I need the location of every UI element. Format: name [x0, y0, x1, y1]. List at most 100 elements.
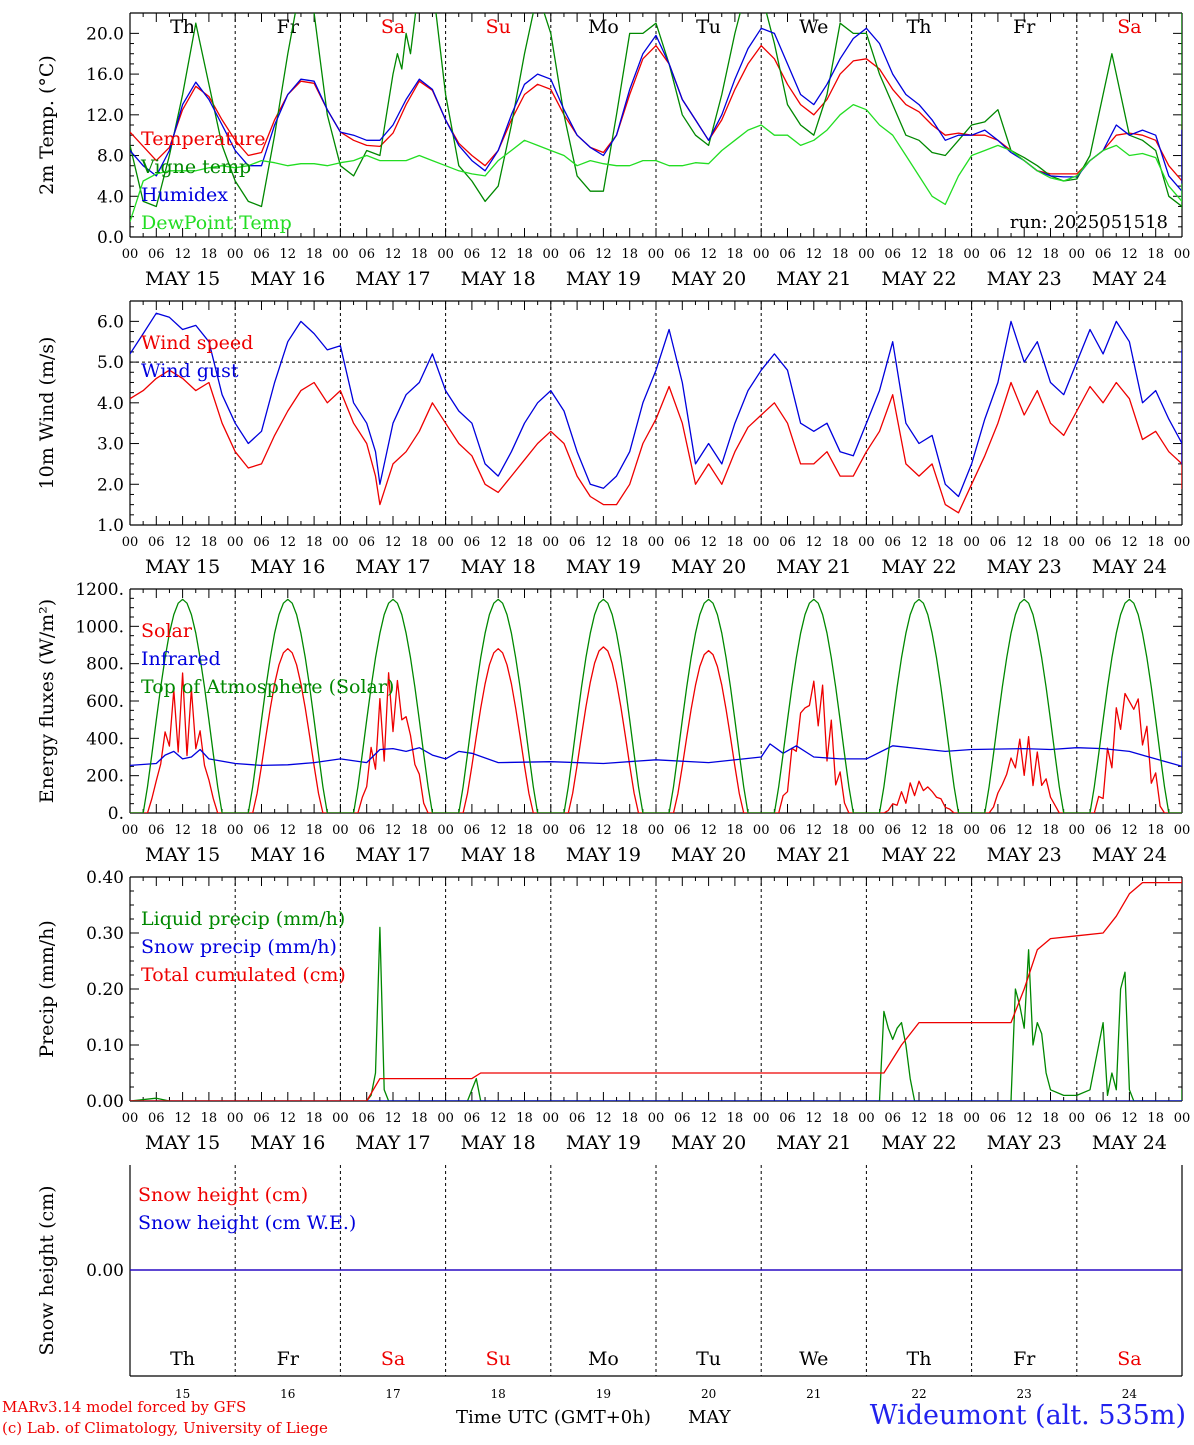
energy-hour-label: 18 [937, 823, 954, 838]
energy-series-line [130, 646, 1182, 813]
energy-hour-label: 06 [464, 823, 481, 838]
wind-hour-label: 12 [595, 535, 612, 550]
wind-hour-label: 00 [122, 535, 139, 550]
wind-y-axis-title: 10m Wind (m/s) [36, 337, 58, 490]
wind-hour-label: 00 [1174, 535, 1191, 550]
precip-date-label: MAY 20 [671, 1132, 746, 1154]
energy-legend-entry: Solar [141, 620, 193, 642]
temp-date-label: MAY 18 [461, 268, 536, 290]
energy-hour-label: 12 [1016, 823, 1033, 838]
wind-date-label: MAY 24 [1092, 556, 1167, 578]
temp-hour-label: 12 [490, 247, 507, 262]
wind-hour-label: 06 [884, 535, 901, 550]
precip-hour-label: 18 [306, 1111, 323, 1126]
temp-hour-label: 06 [148, 247, 165, 262]
precip-hour-label: 12 [174, 1111, 191, 1126]
temp-hour-label: 00 [1069, 247, 1086, 262]
snow-day-number: 23 [1017, 1387, 1032, 1401]
precip-hour-label: 18 [937, 1111, 954, 1126]
temp-hour-label: 18 [1042, 247, 1059, 262]
precip-hour-label: 12 [385, 1111, 402, 1126]
energy-hour-label: 18 [1042, 823, 1059, 838]
precip-hour-label: 18 [201, 1111, 218, 1126]
temp-day-abbr: Fr [277, 16, 300, 38]
temp-hour-label: 06 [1095, 247, 1112, 262]
wind-hour-label: 06 [674, 535, 691, 550]
snow-y-axis-title: Snow height (cm) [36, 1185, 58, 1355]
temp-date-label: MAY 21 [776, 268, 851, 290]
energy-hour-label: 00 [543, 823, 560, 838]
temp-hour-label: 00 [753, 247, 770, 262]
precip-y-axis-title: Precip (mm/h) [36, 920, 58, 1058]
energy-hour-label: 06 [148, 823, 165, 838]
energy-series-line [130, 598, 1182, 813]
precip-hour-label: 18 [1147, 1111, 1164, 1126]
temp-day-abbr: We [799, 16, 828, 38]
temp-day-abbr: Su [486, 16, 511, 38]
precip-hour-label: 06 [779, 1111, 796, 1126]
energy-y-tick-label: 800. [86, 655, 124, 675]
precip-date-label: MAY 16 [250, 1132, 325, 1154]
wind-series-group [130, 312, 1182, 514]
temp-hour-label: 00 [963, 247, 980, 262]
temp-hour-label: 12 [385, 247, 402, 262]
wind-date-label: MAY 21 [776, 556, 851, 578]
wind-date-label: MAY 23 [987, 556, 1062, 578]
temp-hour-label: 06 [464, 247, 481, 262]
temp-hour-label: 18 [621, 247, 638, 262]
precip-date-label: MAY 19 [566, 1132, 641, 1154]
wind-hour-label: 18 [201, 535, 218, 550]
energy-y-tick-label: 0. [108, 804, 124, 824]
precip-hour-label: 00 [963, 1111, 980, 1126]
wind-hour-label: 06 [464, 535, 481, 550]
temp-y-tick-label: 4.0 [97, 187, 124, 207]
energy-hour-label: 00 [227, 823, 244, 838]
energy-hour-label: 00 [858, 823, 875, 838]
precip-hour-label: 06 [464, 1111, 481, 1126]
temp-hour-label: 18 [937, 247, 954, 262]
wind-hour-label: 18 [411, 535, 428, 550]
temp-hour-label: 18 [411, 247, 428, 262]
temp-hour-label: 06 [884, 247, 901, 262]
wind-hour-label: 00 [332, 535, 349, 550]
energy-date-label: MAY 20 [671, 844, 746, 866]
wind-hour-label: 12 [1121, 535, 1138, 550]
snow-day-number: 21 [806, 1387, 821, 1401]
wind-hour-label: 06 [1095, 535, 1112, 550]
precip-hour-label: 06 [674, 1111, 691, 1126]
precip-y-tick-label: 0.10 [86, 1036, 124, 1056]
temp-date-label: MAY 22 [881, 268, 956, 290]
temp-hour-label: 18 [306, 247, 323, 262]
wind-panel: 1.0 2.0 3.0 4.0 5.0 6.0 00 06 12 18 MAY 15 00 06 12 18… [36, 300, 1191, 578]
energy-hour-label: 06 [358, 823, 375, 838]
temp-date-label: MAY 24 [1092, 268, 1167, 290]
temp-hour-label: 06 [569, 247, 586, 262]
temp-hour-label: 18 [201, 247, 218, 262]
precip-hour-label: 12 [280, 1111, 297, 1126]
energy-y-axis-title: Energy fluxes (W/m²) [36, 599, 58, 803]
snow-day-abbr: Sa [381, 1348, 405, 1370]
temp-date-label: MAY 15 [145, 268, 220, 290]
energy-hour-label: 00 [1069, 823, 1086, 838]
precip-date-label: MAY 17 [355, 1132, 430, 1154]
wind-hour-label: 18 [937, 535, 954, 550]
energy-date-label: MAY 19 [566, 844, 641, 866]
precip-y-tick-label: 0.20 [86, 980, 124, 1000]
temp-y-tick-label: 20.0 [86, 24, 124, 44]
precip-hour-label: 00 [543, 1111, 560, 1126]
temp-legend-entry: Temperature [141, 128, 265, 150]
energy-hour-label: 00 [963, 823, 980, 838]
precip-y-tick-label: 0.40 [86, 868, 124, 888]
wind-hour-label: 12 [490, 535, 507, 550]
precip-hour-label: 12 [595, 1111, 612, 1126]
wind-y-tick-label: 1.0 [97, 516, 124, 536]
temp-y-tick-label: 8.0 [97, 147, 124, 167]
energy-date-label: MAY 23 [987, 844, 1062, 866]
energy-date-label: MAY 22 [881, 844, 956, 866]
energy-hour-label: 18 [832, 823, 849, 838]
wind-hour-label: 18 [1042, 535, 1059, 550]
wind-date-label: MAY 15 [145, 556, 220, 578]
precip-hour-label: 06 [148, 1111, 165, 1126]
wind-legend-entry: Wind gust [141, 360, 239, 382]
snow-day-abbr: Tu [696, 1348, 721, 1370]
